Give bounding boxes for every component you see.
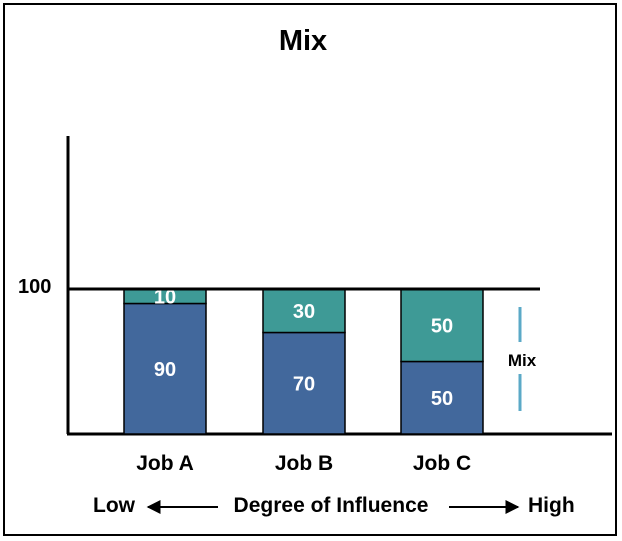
x-tick-label-job-c: Job C — [413, 452, 471, 475]
x-tick-label-job-a: Job A — [136, 452, 194, 475]
bar-segment-job-c-upper — [400, 288, 484, 363]
data-label-job-a-lower: 90 — [154, 359, 176, 381]
bar-segment-job-b-upper — [262, 288, 346, 334]
footer-high-label: High — [528, 494, 575, 517]
reference-label-100: 100 — [18, 276, 51, 298]
x-tick-labels: Job A Job B Job C — [136, 452, 471, 475]
data-label-job-c-upper: 50 — [431, 315, 453, 337]
data-label-job-b-upper: 30 — [293, 301, 315, 323]
chart-frame — [3, 3, 617, 536]
bars: 90 10 70 30 50 50 — [123, 286, 484, 435]
bar-segment-job-b-lower — [262, 331, 346, 435]
footer-axis-label: Degree of Influence — [234, 494, 429, 517]
data-label-job-b-lower: 70 — [293, 373, 315, 395]
data-label-job-a-upper: 10 — [154, 286, 176, 308]
bar-segment-job-c-lower — [400, 360, 484, 435]
chart-title: Mix — [279, 25, 327, 57]
data-label-job-c-lower: 50 — [431, 388, 453, 410]
mix-bracket-label: Mix — [508, 351, 537, 370]
footer-low-label: Low — [93, 494, 136, 517]
x-tick-label-job-b: Job B — [275, 452, 333, 475]
